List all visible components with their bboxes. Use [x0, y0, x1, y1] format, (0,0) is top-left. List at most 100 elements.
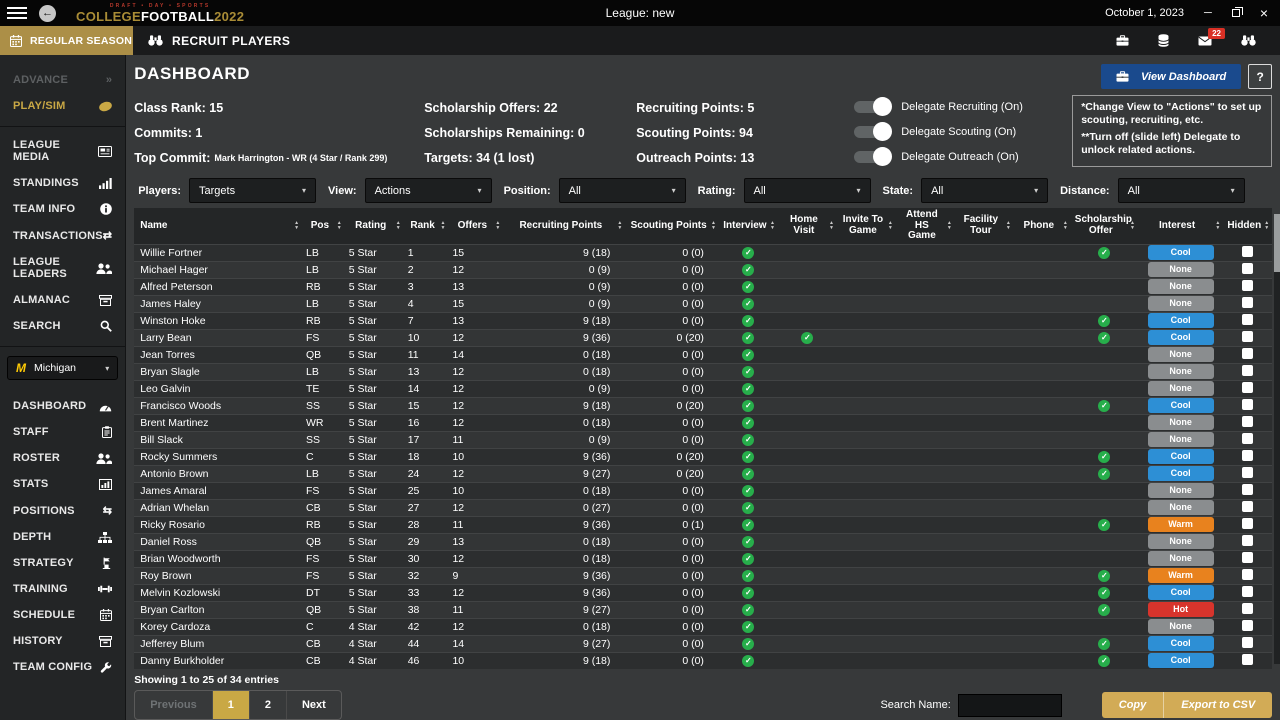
briefcase-icon[interactable] — [1116, 35, 1129, 46]
table-row[interactable]: Bryan Carlton QB 5 Star 38 11 9 (27) 0 (0) ✓ ✓ Ho… — [134, 600, 1273, 618]
hidden-checkbox[interactable] — [1242, 449, 1254, 461]
toggle-knob[interactable] — [873, 146, 893, 166]
table-row[interactable]: Alfred Peterson RB 5 Star 3 13 0 (9) 0 (0) ✓ Non… — [134, 277, 1273, 295]
interest-badge[interactable]: Cool — [1147, 585, 1214, 600]
export-csv-button[interactable]: Export to CSV — [1163, 692, 1273, 718]
position--select[interactable]: All ▾ — [558, 178, 686, 204]
table-row[interactable]: Jefferey Blum CB 4 Star 44 14 9 (27) 0 (0) ✓ ✓ Co… — [134, 634, 1273, 652]
sidebar-item-search[interactable]: SEARCH — [0, 313, 125, 339]
table-row[interactable]: Leo Galvin TE 5 Star 14 12 0 (9) 0 (0) ✓ None — [134, 379, 1273, 397]
column-header-rating[interactable]: Rating ▲ ▼ — [344, 208, 404, 244]
hidden-checkbox[interactable] — [1242, 466, 1254, 478]
interest-badge[interactable]: None — [1147, 483, 1214, 498]
sidebar-item-depth[interactable]: DEPTH — [0, 524, 125, 550]
sidebar-item-league-leaders[interactable]: LEAGUE LEADERS — [0, 249, 125, 287]
hidden-checkbox[interactable] — [1242, 279, 1254, 291]
hidden-checkbox[interactable] — [1242, 636, 1254, 648]
hidden-checkbox[interactable] — [1242, 245, 1254, 257]
table-row[interactable]: Korey Cardoza C 4 Star 42 12 0 (18) 0 (0) ✓ None — [134, 617, 1273, 635]
interest-badge[interactable]: None — [1147, 551, 1214, 566]
sidebar-item-positions[interactable]: POSITIONS ⇆ — [0, 497, 125, 524]
sidebar-item-roster[interactable]: ROSTER — [0, 445, 125, 471]
delegate-recruiting-on--toggle[interactable] — [854, 96, 893, 116]
table-row[interactable]: Larry Bean FS 5 Star 10 12 9 (36) 0 (20) ✓ ✓ ✓ Coo… — [134, 328, 1273, 346]
interest-badge[interactable]: Cool — [1147, 313, 1214, 328]
column-header-interview[interactable]: Interview ▲ ▼ — [718, 208, 778, 244]
interest-badge[interactable]: Warm — [1147, 517, 1214, 532]
hidden-checkbox[interactable] — [1242, 619, 1254, 631]
page-button-2[interactable]: 2 — [248, 691, 286, 719]
sidebar-item-dashboard[interactable]: DASHBOARD — [0, 393, 125, 419]
table-row[interactable]: Bill Slack SS 5 Star 17 11 0 (9) 0 (0) ✓ None — [134, 430, 1273, 448]
table-row[interactable]: Brent Martinez WR 5 Star 16 12 0 (18) 0 (0) ✓ No… — [134, 413, 1273, 431]
database-icon[interactable] — [1158, 34, 1169, 47]
hidden-checkbox[interactable] — [1242, 551, 1254, 563]
rating--select[interactable]: All ▾ — [743, 178, 871, 204]
table-row[interactable]: Winston Hoke RB 5 Star 7 13 9 (18) 0 (0) ✓ ✓ Cool — [134, 311, 1273, 329]
interest-badge[interactable]: None — [1147, 364, 1214, 379]
view-dashboard-button[interactable]: View Dashboard — [1101, 64, 1242, 89]
column-header-attend-hs-game[interactable]: Attend HS Game ▲ ▼ — [895, 208, 955, 244]
sidebar-item-training[interactable]: TRAINING — [0, 576, 125, 602]
state--select[interactable]: All ▾ — [921, 178, 1049, 204]
column-header-home-visit[interactable]: Home Visit ▲ ▼ — [777, 208, 837, 244]
interest-badge[interactable]: None — [1147, 432, 1214, 447]
column-header-offers[interactable]: Offers ▲ ▼ — [448, 208, 504, 244]
hidden-checkbox[interactable] — [1242, 568, 1254, 580]
column-header-phone[interactable]: Phone ▲ ▼ — [1013, 208, 1071, 244]
page-button-1[interactable]: 1 — [211, 691, 249, 719]
sidebar-item-strategy[interactable]: STRATEGY — [0, 550, 125, 576]
column-header-scouting-points[interactable]: Scouting Points ▲ ▼ — [625, 208, 719, 244]
sidebar-item-schedule[interactable]: SCHEDULE — [0, 602, 125, 628]
delegate-scouting-on--toggle[interactable] — [854, 121, 893, 141]
sidebar-item-transactions[interactable]: TRANSACTIONS ⇄ — [0, 222, 125, 249]
interest-badge[interactable]: Cool — [1147, 653, 1214, 669]
interest-badge[interactable]: None — [1147, 619, 1214, 634]
page-button-next[interactable]: Next — [285, 691, 341, 719]
hidden-checkbox[interactable] — [1242, 483, 1254, 495]
table-row[interactable]: Bryan Slagle LB 5 Star 13 12 0 (18) 0 (0) ✓ None — [134, 362, 1273, 380]
table-row[interactable]: Francisco Woods SS 5 Star 15 12 9 (18) 0 (20) ✓… — [134, 396, 1273, 414]
team-select[interactable]: M Michigan ▾ — [7, 356, 119, 380]
interest-badge[interactable]: Cool — [1147, 466, 1214, 481]
table-row[interactable]: Daniel Ross QB 5 Star 29 13 0 (18) 0 (0) ✓ None — [134, 532, 1273, 550]
menu-icon[interactable] — [7, 4, 27, 22]
hidden-checkbox[interactable] — [1242, 653, 1254, 665]
scrollbar-thumb[interactable] — [1274, 214, 1280, 272]
view--select[interactable]: Actions ▾ — [364, 178, 492, 204]
hidden-checkbox[interactable] — [1242, 313, 1254, 325]
distance--select[interactable]: All ▾ — [1117, 178, 1245, 204]
help-button[interactable]: ? — [1248, 64, 1273, 89]
column-header-invite-to-game[interactable]: Invite To Game ▲ ▼ — [836, 208, 896, 244]
toggle-knob[interactable] — [873, 121, 893, 141]
interest-badge[interactable]: Cool — [1147, 398, 1214, 413]
hidden-checkbox[interactable] — [1242, 602, 1254, 614]
table-row[interactable]: Willie Fortner LB 5 Star 1 15 9 (18) 0 (0) ✓ ✓ Co… — [134, 243, 1273, 261]
table-row[interactable]: Brian Woodworth FS 5 Star 30 12 0 (18) 0 (0) ✓ N… — [134, 549, 1273, 567]
sidebar-item-stats[interactable]: STATS — [0, 471, 125, 497]
hidden-checkbox[interactable] — [1242, 517, 1254, 529]
column-header-pos[interactable]: Pos ▲ ▼ — [302, 208, 345, 244]
interest-badge[interactable]: Warm — [1147, 568, 1214, 583]
column-header-facility-tour[interactable]: Facility Tour ▲ ▼ — [954, 208, 1014, 244]
table-row[interactable]: Danny Burkholder CB 4 Star 46 10 9 (18) 0 (0) ✓… — [134, 651, 1273, 669]
hidden-checkbox[interactable] — [1242, 364, 1254, 376]
sidebar-item-advance[interactable]: ADVANCE » — [0, 67, 125, 93]
table-row[interactable]: Rocky Summers C 5 Star 18 10 9 (36) 0 (20) ✓ ✓ Co… — [134, 447, 1273, 465]
table-row[interactable]: Jean Torres QB 5 Star 11 14 0 (18) 0 (0) ✓ None — [134, 345, 1273, 363]
interest-badge[interactable]: Hot — [1147, 602, 1214, 617]
hidden-checkbox[interactable] — [1242, 296, 1254, 308]
hidden-checkbox[interactable] — [1242, 330, 1254, 342]
hidden-checkbox[interactable] — [1242, 500, 1254, 512]
column-header-recruiting-points[interactable]: Recruiting Points ▲ ▼ — [503, 208, 626, 244]
interest-badge[interactable]: Cool — [1147, 449, 1214, 464]
interest-badge[interactable]: None — [1147, 534, 1214, 549]
hidden-checkbox[interactable] — [1242, 262, 1254, 274]
copy-button[interactable]: Copy — [1101, 692, 1164, 718]
column-header-rank[interactable]: Rank ▲ ▼ — [403, 208, 449, 244]
column-header-hidden[interactable]: Hidden ▲ ▼ — [1223, 208, 1273, 244]
sidebar-item-history[interactable]: HISTORY — [0, 628, 125, 654]
interest-badge[interactable]: None — [1147, 347, 1214, 362]
sidebar-item-team-config[interactable]: TEAM CONFIG — [0, 654, 125, 680]
hidden-checkbox[interactable] — [1242, 585, 1254, 597]
